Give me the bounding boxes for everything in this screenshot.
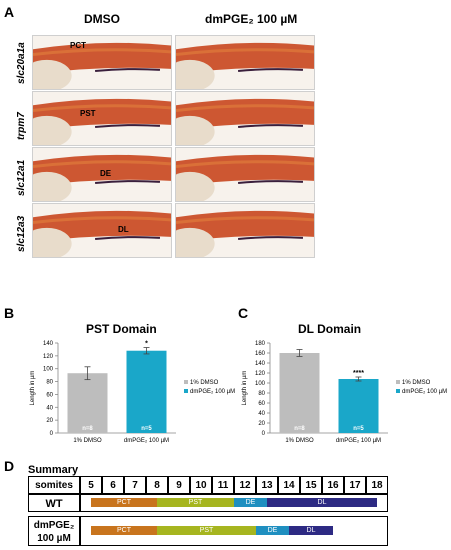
pst-chart-legend-label: dmPGE₂ 100 µM	[190, 389, 235, 395]
pst-chart-y-axis-label: Length in µm	[30, 371, 36, 406]
pst-chart-n-label: n=5	[141, 426, 152, 432]
dl-chart-y-tick-label: 160	[255, 351, 266, 357]
pst-chart-category-label: dmPGE₂ 100 µM	[124, 438, 169, 444]
dmpge-label: dmPGE₂ 100 µM	[28, 516, 80, 546]
somite-number: 14	[278, 476, 300, 494]
dmpge-embryo-image	[175, 203, 315, 258]
dl-chart-y-tick-label: 140	[255, 361, 266, 367]
pst-domain-chart: 0 20 40 60 80 100 120 140 Length in µm n=8 1% DMSO…	[30, 341, 235, 445]
pst-chart-n-label: n=8	[82, 426, 93, 432]
dmso-embryo-image	[32, 147, 172, 202]
somite-number: 6	[102, 476, 124, 494]
gene-label: trpm7	[16, 112, 27, 140]
dl-chart-legend-swatch	[396, 380, 400, 384]
wt-segment-pst: PST	[157, 498, 234, 507]
dmso-embryo-image	[32, 35, 172, 90]
dl-chart-y-tick-label: 80	[258, 391, 265, 397]
somite-number: 13	[256, 476, 278, 494]
wt-label: WT	[28, 494, 80, 512]
dmpge-segment-pct: PCT	[91, 526, 157, 535]
gene-label: slc12a1	[16, 159, 27, 196]
pst-chart-y-tick-label: 80	[46, 380, 53, 386]
column-header-dmso: DMSO	[84, 12, 120, 26]
segment-label: PCT	[70, 41, 86, 50]
dl-chart-legend-swatch	[396, 389, 400, 393]
segment-label: DL	[118, 225, 129, 234]
panel-b-letter: B	[4, 305, 15, 321]
dl-chart-y-tick-label: 120	[255, 371, 266, 377]
somite-number: 11	[212, 476, 234, 494]
pst-chart-y-tick-label: 120	[43, 354, 54, 360]
pst-chart-y-tick-label: 60	[46, 392, 53, 398]
somite-number: 7	[124, 476, 146, 494]
dmpge-segment-de: DE	[256, 526, 289, 535]
dl-chart-bar	[279, 353, 320, 433]
dl-chart-n-label: n=5	[353, 426, 364, 432]
dmpge-embryo-image	[175, 35, 315, 90]
panel-d-letter: D	[4, 458, 15, 474]
dmpge-segment-pst: PST	[157, 526, 256, 535]
dl-chart-legend-label: 1% DMSO	[402, 380, 431, 386]
pst-chart-category-label: 1% DMSO	[73, 438, 102, 444]
pst-chart-y-tick-label: 140	[43, 341, 54, 347]
dmpge-segment-dl: DL	[289, 526, 333, 535]
somite-number: 5	[80, 476, 102, 494]
somite-number: 15	[300, 476, 322, 494]
dmpge-embryo-image	[175, 147, 315, 202]
dl-chart-y-tick-label: 180	[255, 341, 266, 347]
dmso-embryo-image	[32, 203, 172, 258]
pst-chart-y-tick-label: 40	[46, 405, 53, 411]
dl-domain-chart: 0 20 40 60 80 100 120 140 160 180 Length in µm n=8 1…	[242, 341, 447, 444]
segment-label: PST	[80, 109, 96, 118]
wt-segment-pct: PCT	[91, 498, 157, 507]
column-header-dmpge: dmPGE₂ 100 µM	[205, 12, 298, 26]
dl-chart-y-tick-label: 0	[262, 431, 266, 437]
summary-table: somites 5 6 7 8 9 10 11 12 13 14 15 16 17 18 WT dmPGE₂ 10…	[28, 476, 389, 546]
pst-chart-significance: *	[145, 341, 148, 348]
pst-chart-legend-label: 1% DMSO	[190, 380, 219, 386]
dl-chart-legend-label: dmPGE₂ 100 µM	[402, 389, 447, 395]
summary-title: Summary	[28, 464, 79, 476]
chart-b-title: PST Domain	[86, 322, 157, 336]
somite-number: 12	[234, 476, 256, 494]
pst-chart-y-tick-label: 100	[43, 367, 54, 373]
somite-number: 8	[146, 476, 168, 494]
somite-number: 17	[344, 476, 366, 494]
somites-label: somites	[28, 476, 80, 494]
pst-chart-legend-swatch	[184, 380, 188, 384]
segment-label: DE	[100, 169, 112, 178]
dl-chart-y-tick-label: 100	[255, 381, 266, 387]
wt-segment-dl: DL	[267, 498, 377, 507]
somite-number: 9	[168, 476, 190, 494]
gene-label: slc20a1a	[16, 42, 27, 84]
pst-chart-legend-swatch	[184, 389, 188, 393]
dl-chart-y-tick-label: 60	[258, 401, 265, 407]
panel-c-letter: C	[238, 305, 249, 321]
gene-label: slc12a3	[16, 215, 27, 252]
panel-a-letter: A	[4, 4, 15, 20]
dl-chart-y-axis-label: Length in µm	[242, 371, 248, 406]
dl-chart-y-tick-label: 20	[258, 421, 265, 427]
dmso-embryo-image	[32, 91, 172, 146]
dl-chart-category-label: dmPGE₂ 100 µM	[336, 438, 381, 444]
somite-number: 16	[322, 476, 344, 494]
dmpge-row-frame	[80, 516, 388, 546]
somite-number: 18	[366, 476, 388, 494]
chart-c-title: DL Domain	[298, 322, 362, 336]
dl-chart-y-tick-label: 40	[258, 411, 265, 417]
wt-segment-de: DE	[234, 498, 267, 507]
dl-chart-significance: ****	[353, 370, 364, 377]
dl-chart-n-label: n=8	[294, 426, 305, 432]
dl-chart-category-label: 1% DMSO	[285, 438, 314, 444]
pst-chart-y-tick-label: 0	[50, 431, 54, 437]
dmpge-embryo-image	[175, 91, 315, 146]
wt-row-frame	[80, 494, 388, 512]
dl-chart-bar	[338, 379, 379, 433]
dmpge-label-line2: 100 µM	[37, 533, 71, 544]
pst-chart-bar	[67, 373, 108, 433]
dmpge-label-line1: dmPGE₂	[33, 520, 75, 531]
pst-chart-y-tick-label: 20	[46, 418, 53, 424]
pst-chart-bar	[126, 350, 167, 433]
somite-number: 10	[190, 476, 212, 494]
